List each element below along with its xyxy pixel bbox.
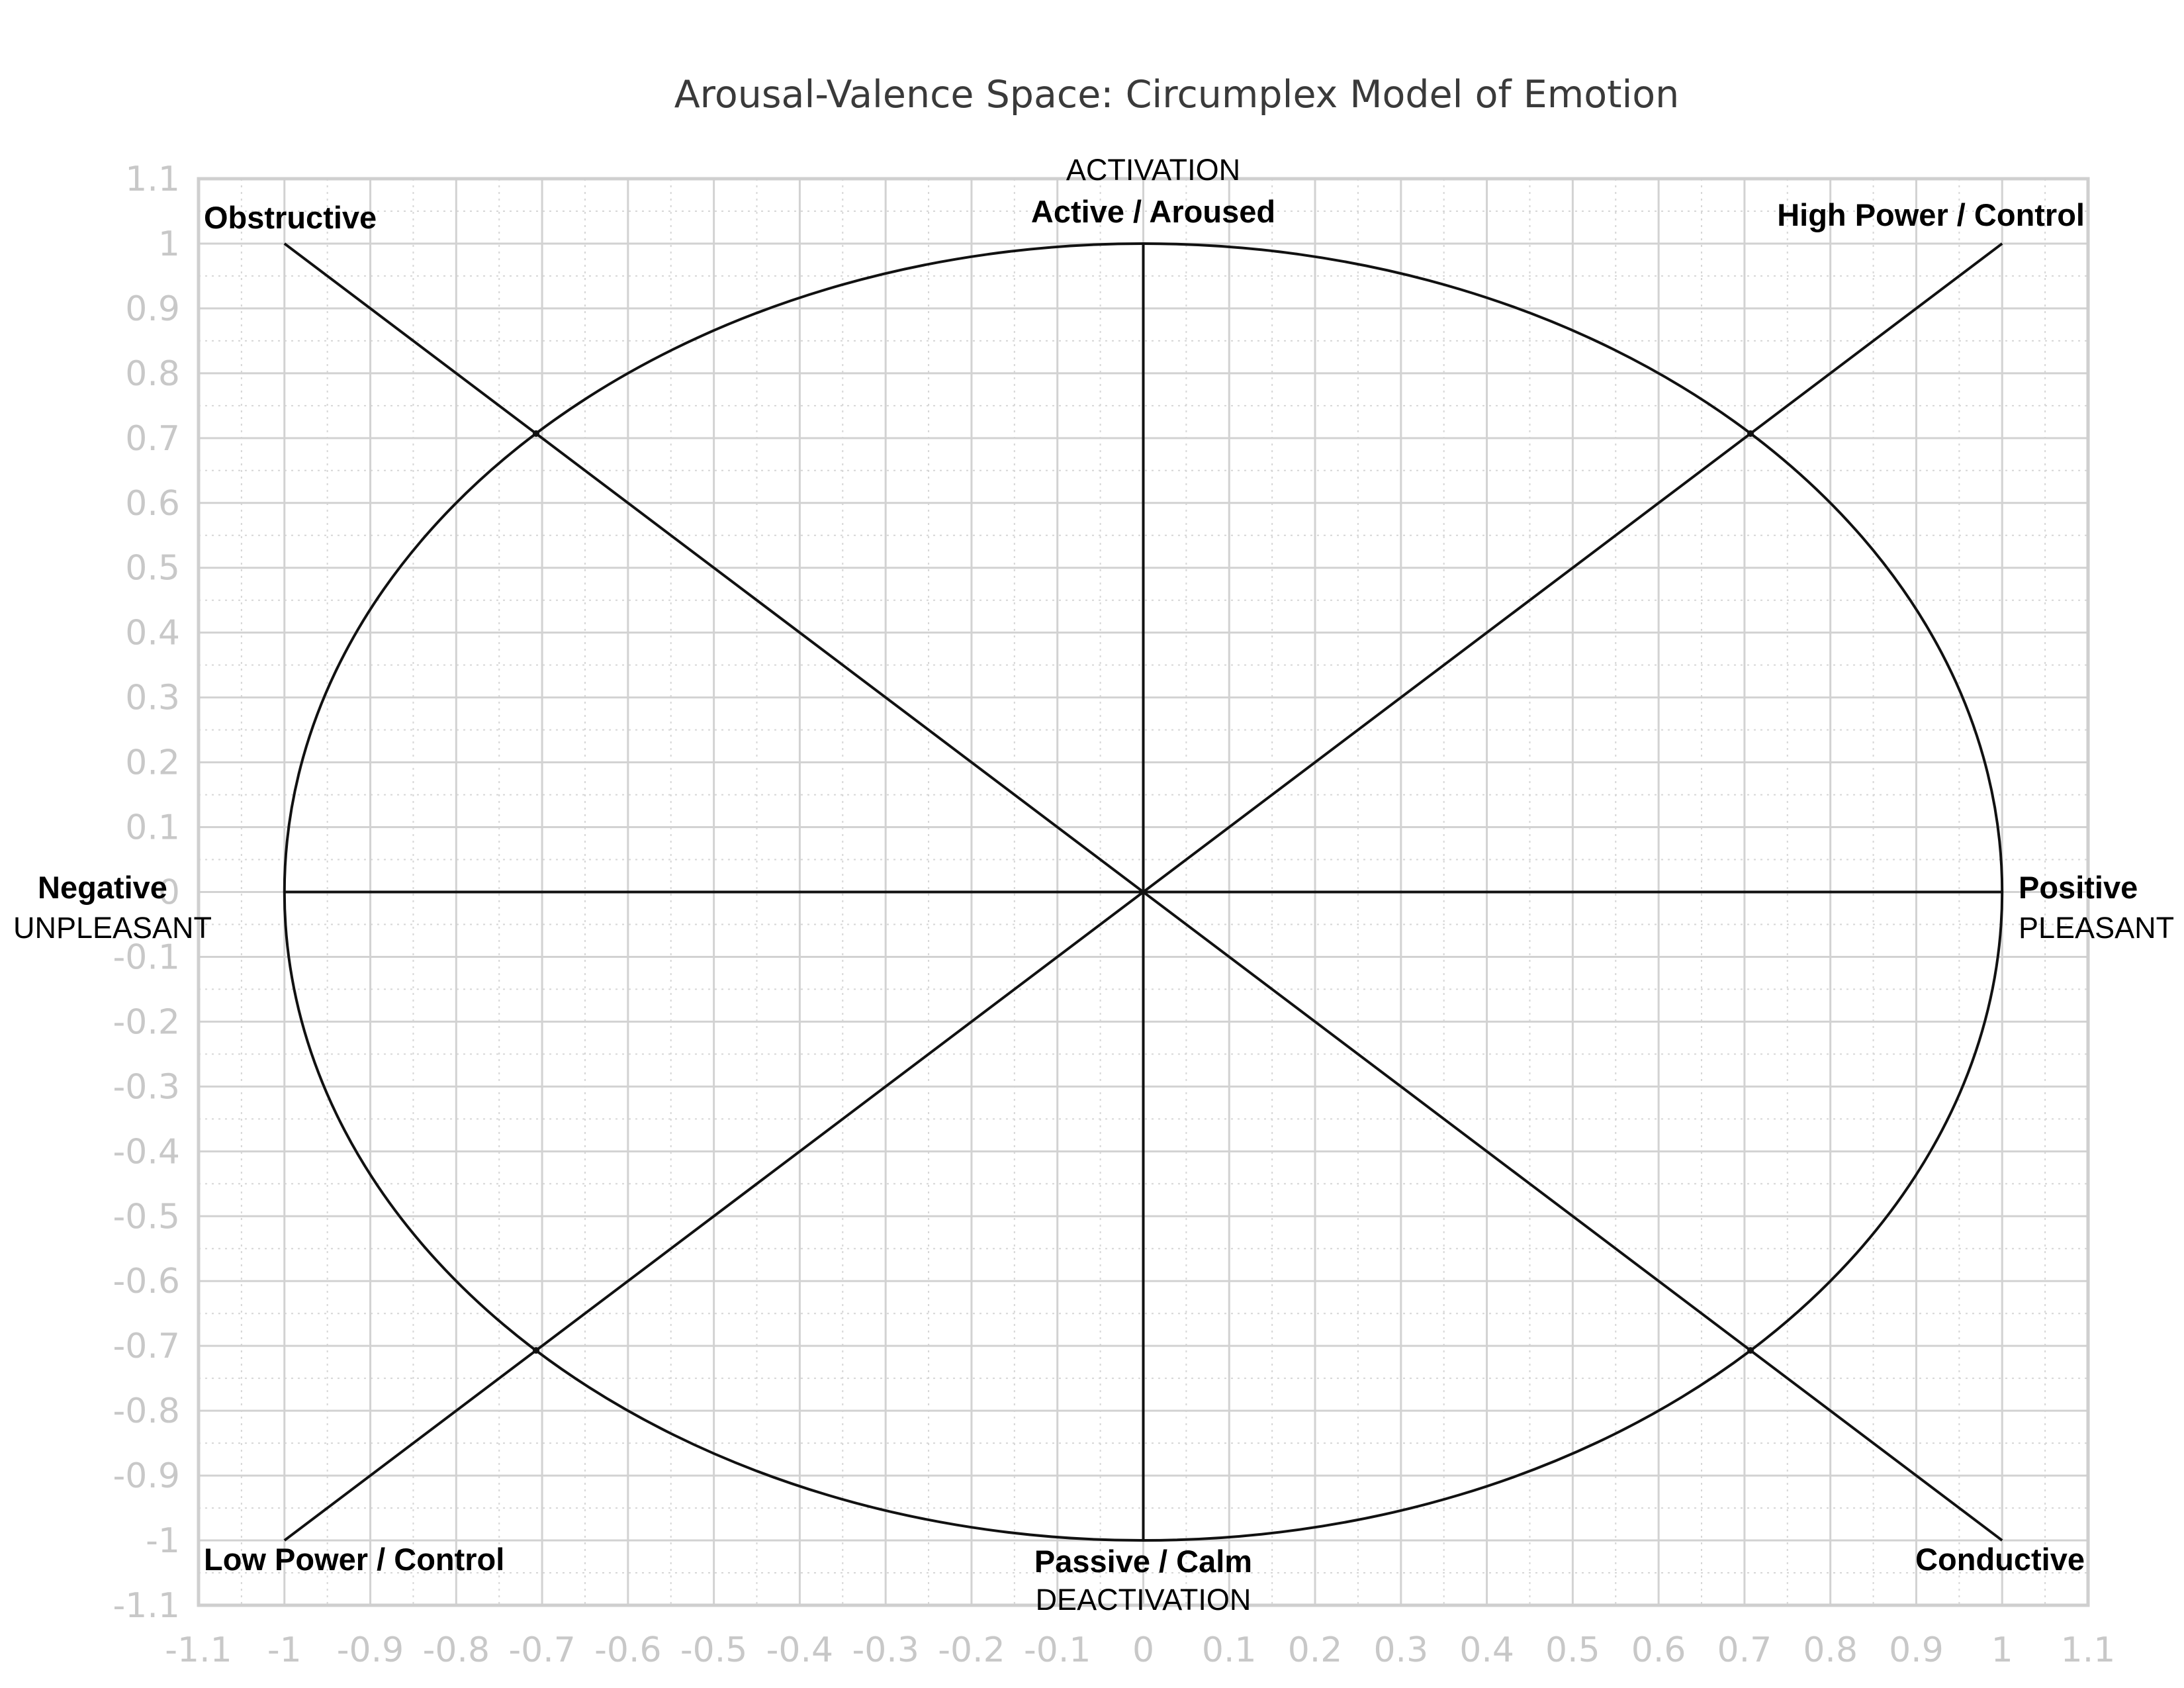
y-tick-label: 0.8: [125, 354, 180, 394]
intersection-point: [533, 430, 540, 437]
x-tick-label: 0.6: [1631, 1630, 1686, 1670]
y-tick-label: 0.9: [125, 289, 180, 329]
label-pleasant: PLEASANT: [2019, 911, 2174, 945]
y-tick-label: -1: [146, 1521, 180, 1561]
y-tick-label: 0: [158, 873, 180, 913]
y-tick-label: -0.4: [113, 1132, 180, 1172]
x-tick-label: -0.3: [852, 1630, 919, 1670]
label-activation: ACTIVATION: [1066, 153, 1240, 187]
x-tick-label: -0.2: [938, 1630, 1005, 1670]
x-tick-label: 0.1: [1202, 1630, 1257, 1670]
x-tick-label: 0.7: [1717, 1630, 1772, 1670]
label-active-aroused: Active / Aroused: [1031, 194, 1275, 229]
label-positive: Positive: [2019, 870, 2138, 905]
y-tick-label: 0.6: [125, 484, 180, 524]
x-tick-label: -0.7: [508, 1630, 575, 1670]
axis-line: [283, 242, 2003, 1542]
y-tick-label: -0.7: [113, 1327, 180, 1366]
x-tick-label: 1.1: [2061, 1630, 2116, 1670]
x-tick-label: -1: [267, 1630, 302, 1670]
x-tick-label: -0.1: [1024, 1630, 1091, 1670]
x-tick-label: 0.2: [1288, 1630, 1343, 1670]
y-tick-label: -0.2: [113, 1002, 180, 1042]
y-tick-label: -1.1: [113, 1586, 180, 1626]
y-tick-label: -0.9: [113, 1456, 180, 1496]
x-tick-label: 0.5: [1545, 1630, 1600, 1670]
x-tick-label: 0.4: [1459, 1630, 1514, 1670]
y-tick-label: -0.8: [113, 1391, 180, 1431]
y-tick-label: 0.1: [125, 808, 180, 848]
x-tick-label: -0.5: [680, 1630, 747, 1670]
label-low-power-control: Low Power / Control: [204, 1542, 504, 1577]
y-tick-label: 0.2: [125, 743, 180, 783]
x-tick-label: -0.8: [423, 1630, 490, 1670]
label-conductive: Conductive: [1915, 1542, 2085, 1577]
y-tick-label: 0.3: [125, 679, 180, 718]
x-tick-label: -0.4: [766, 1630, 833, 1670]
x-tick-label: 0.3: [1373, 1630, 1428, 1670]
label-negative: Negative: [38, 870, 167, 905]
y-tick-label: 0.4: [125, 614, 180, 653]
chart-title: Arousal-Valence Space: Circumplex Model …: [674, 73, 1680, 117]
x-tick-label: -0.9: [337, 1630, 404, 1670]
x-tick-label: 0: [1132, 1630, 1154, 1670]
label-high-power-control: High Power / Control: [1777, 197, 2085, 232]
y-tick-label: 1.1: [125, 160, 180, 199]
label-deactivation: DEACTIVATION: [1036, 1583, 1251, 1617]
label-passive-calm: Passive / Calm: [1034, 1544, 1252, 1579]
label-obstructive: Obstructive: [204, 200, 377, 235]
intersection-point: [1747, 430, 1754, 437]
plot-frame: [197, 177, 2090, 1607]
x-tick-label: 1: [1991, 1630, 2013, 1670]
x-tick-label: -1.1: [165, 1630, 232, 1670]
x-tick-label: -0.6: [594, 1630, 661, 1670]
plot-area: [283, 242, 2004, 1542]
y-tick-label: -0.3: [113, 1067, 180, 1107]
x-tick-label: 0.8: [1803, 1630, 1858, 1670]
y-tick-label: -0.5: [113, 1197, 180, 1237]
y-tick-label: -0.1: [113, 937, 180, 977]
intersection-point: [533, 1347, 540, 1354]
y-tick-label: 0.5: [125, 549, 180, 588]
label-unpleasant: UNPLEASANT: [13, 911, 212, 945]
y-tick-label: -0.6: [113, 1262, 180, 1301]
x-tick-label: 0.9: [1889, 1630, 1944, 1670]
y-tick-label: 1: [158, 224, 180, 264]
y-tick-label: 0.7: [125, 419, 180, 459]
intersection-point: [1747, 1347, 1754, 1354]
tick-labels: -1.1 -1 -0.9 -0.8 -0.7 -0.6 -0.5 -0.4 -0.3 -0.2 -0…: [113, 160, 2116, 1670]
